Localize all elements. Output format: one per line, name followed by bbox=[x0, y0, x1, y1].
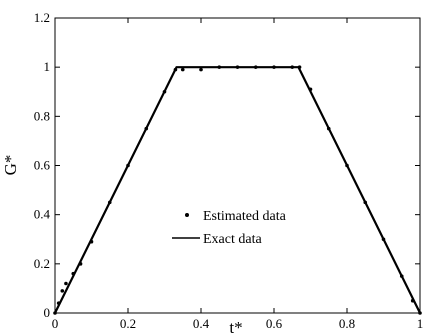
x-tick-label: 0.2 bbox=[120, 316, 136, 331]
series-estimated-point bbox=[290, 65, 295, 69]
series-estimated-point bbox=[89, 239, 94, 244]
legend-label-exact: Exact data bbox=[203, 232, 262, 247]
series-estimated-point bbox=[217, 65, 222, 69]
x-tick-label: 1 bbox=[417, 316, 423, 331]
legend-label-estimated: Estimated data bbox=[203, 209, 287, 224]
series-estimated-point bbox=[410, 298, 415, 303]
x-tick-label: 0.6 bbox=[266, 316, 283, 331]
y-tick-label: 1.2 bbox=[34, 10, 50, 25]
x-tick-label: 0 bbox=[52, 316, 59, 331]
series-estimated-point bbox=[308, 87, 313, 92]
series-estimated-point bbox=[144, 126, 149, 131]
series-estimated-point bbox=[326, 126, 331, 131]
tick-labels: 0 0.2 0.4 0.6 0.8 1 0 0.2 0.4 0.6 0.8 1 1.2 bbox=[34, 10, 423, 331]
series-exact-line bbox=[54, 66, 421, 314]
series-estimated-point bbox=[381, 237, 386, 242]
series-estimated-point bbox=[345, 163, 349, 168]
series-estimated-point bbox=[162, 89, 167, 94]
y-tick-label: 0.8 bbox=[34, 108, 50, 123]
x-axis-label: t* bbox=[229, 318, 242, 334]
series-estimated-point bbox=[60, 289, 65, 293]
series-estimated-point bbox=[399, 274, 404, 278]
axis-ticks bbox=[54, 17, 421, 314]
y-tick-label: 0.4 bbox=[34, 207, 51, 222]
series-estimated-point bbox=[180, 67, 185, 72]
legend: Estimated data Exact data bbox=[172, 209, 287, 247]
series-estimated-point bbox=[272, 65, 276, 69]
series-estimated-point bbox=[64, 281, 68, 286]
x-tick-label: 0.8 bbox=[339, 316, 355, 331]
y-tick-label: 1 bbox=[44, 59, 51, 74]
series-estimated-point bbox=[107, 200, 112, 205]
series-estimated-point bbox=[363, 200, 368, 205]
y-tick-label: 0 bbox=[44, 305, 51, 320]
legend-marker-estimated bbox=[185, 213, 189, 217]
y-axis-label: G* bbox=[1, 155, 20, 176]
series-layer bbox=[53, 65, 422, 315]
plot-area-frame bbox=[54, 17, 421, 314]
series-estimated-point bbox=[235, 65, 240, 69]
y-tick-label: 0.6 bbox=[34, 158, 51, 173]
series-estimated-point bbox=[71, 271, 76, 276]
series-estimated-point bbox=[78, 262, 83, 266]
series-estimated-point bbox=[173, 67, 178, 72]
series-estimated-point bbox=[297, 65, 302, 69]
x-tick-label: 0.4 bbox=[193, 316, 210, 331]
series-estimated-point bbox=[126, 163, 130, 168]
series-estimated-point bbox=[199, 67, 203, 72]
y-tick-label: 0.2 bbox=[34, 256, 50, 271]
series-estimated-point bbox=[56, 301, 61, 305]
series-estimated-point bbox=[253, 65, 258, 69]
